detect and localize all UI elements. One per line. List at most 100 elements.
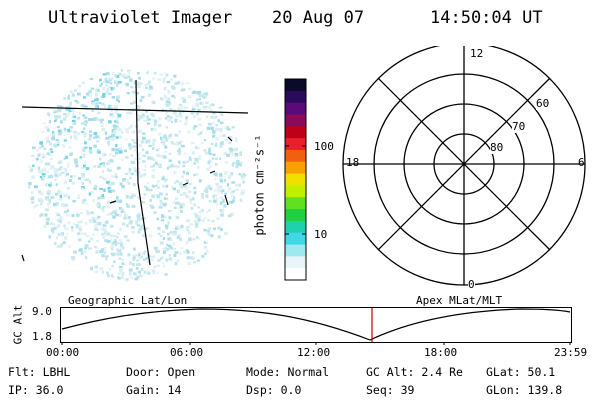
emission-speckle xyxy=(48,113,51,117)
emission-speckle xyxy=(57,105,61,109)
emission-speckle xyxy=(188,237,192,241)
emission-speckle xyxy=(189,200,192,204)
emission-speckle xyxy=(156,217,159,221)
emission-speckle xyxy=(38,197,42,201)
emission-speckle xyxy=(106,180,110,184)
emission-speckle xyxy=(164,94,167,98)
emission-speckle xyxy=(186,241,189,245)
emission-speckle xyxy=(140,267,144,271)
emission-speckle xyxy=(152,77,156,80)
emission-speckle xyxy=(179,193,183,196)
emission-speckle xyxy=(207,161,210,165)
emission-speckle xyxy=(143,217,146,220)
emission-speckle xyxy=(211,220,215,223)
emission-speckle xyxy=(78,84,82,88)
emission-speckle xyxy=(72,258,76,261)
emission-speckle xyxy=(177,233,181,237)
emission-speckle xyxy=(216,203,219,207)
emission-speckle xyxy=(79,248,83,252)
emission-speckle xyxy=(164,224,169,228)
emission-speckle xyxy=(230,212,234,217)
emission-speckle xyxy=(103,177,107,181)
emission-speckle xyxy=(78,238,82,242)
emission-speckle xyxy=(171,85,175,89)
emission-speckle xyxy=(207,218,211,222)
emission-speckle xyxy=(83,164,86,168)
emission-speckle xyxy=(80,104,84,108)
emission-speckle xyxy=(138,105,141,109)
emission-speckle xyxy=(138,144,142,147)
emission-speckle xyxy=(54,119,57,123)
emission-speckle xyxy=(125,138,128,141)
emission-speckle xyxy=(109,105,113,108)
emission-speckle xyxy=(135,220,138,224)
emission-speckle xyxy=(178,226,182,230)
emission-speckle xyxy=(200,94,204,98)
emission-speckle xyxy=(52,131,55,135)
emission-speckle xyxy=(115,213,119,217)
emission-speckle xyxy=(69,126,74,129)
emission-speckle xyxy=(138,171,141,174)
emission-speckle xyxy=(96,217,99,220)
x-axis-ticks xyxy=(61,342,571,345)
emission-speckle xyxy=(79,111,82,115)
emission-speckle xyxy=(154,161,158,165)
emission-speckle xyxy=(88,90,92,94)
emission-speckle xyxy=(121,74,125,78)
emission-speckle xyxy=(188,157,192,161)
emission-speckle xyxy=(96,149,101,153)
emission-speckle xyxy=(112,234,117,238)
emission-speckle xyxy=(195,98,199,102)
emission-speckle xyxy=(134,277,138,280)
colorbar-swatch xyxy=(285,185,306,198)
emission-speckle xyxy=(156,163,160,167)
emission-speckle xyxy=(81,182,84,185)
emission-speckle xyxy=(147,139,151,143)
emission-speckle xyxy=(144,84,148,87)
emission-speckle xyxy=(113,127,118,130)
emission-speckle xyxy=(139,82,143,85)
emission-speckle xyxy=(180,106,184,109)
emission-speckle xyxy=(132,194,136,198)
emission-speckle xyxy=(207,122,212,126)
emission-speckle xyxy=(153,72,157,75)
emission-speckle xyxy=(99,195,102,200)
emission-speckle xyxy=(102,87,106,91)
colorbar-swatch xyxy=(285,149,306,163)
emission-speckle xyxy=(72,200,76,203)
emission-speckle xyxy=(59,194,62,199)
emission-speckle xyxy=(122,179,126,182)
emission-speckle xyxy=(92,199,96,202)
emission-speckle xyxy=(176,189,180,194)
emission-speckle xyxy=(101,270,105,275)
emission-speckle xyxy=(145,151,149,154)
emission-speckle xyxy=(57,224,61,228)
emission-speckle xyxy=(114,175,118,179)
emission-speckle xyxy=(106,240,111,243)
emission-speckle xyxy=(220,121,224,125)
emission-speckle xyxy=(81,146,86,150)
emission-speckle xyxy=(55,202,59,206)
emission-speckle xyxy=(94,265,98,269)
emission-speckle xyxy=(204,151,208,155)
emission-speckle xyxy=(181,97,185,100)
emission-speckle xyxy=(142,148,145,151)
emission-speckle xyxy=(141,201,145,204)
emission-speckle xyxy=(43,224,47,229)
emission-speckle xyxy=(197,108,201,111)
emission-speckle xyxy=(68,146,72,149)
emission-speckle xyxy=(84,161,87,165)
emission-speckle xyxy=(129,78,133,82)
emission-speckle xyxy=(41,199,44,203)
emission-speckle xyxy=(82,81,85,84)
emission-speckle xyxy=(96,204,99,207)
emission-speckle xyxy=(195,222,198,226)
emission-speckle xyxy=(128,70,131,75)
emission-speckle xyxy=(104,131,108,135)
emission-speckle xyxy=(163,77,166,81)
emission-speckle xyxy=(116,196,119,200)
emission-speckle xyxy=(220,113,224,117)
x-tick-1200: 12:00 xyxy=(297,346,331,359)
emission-speckle xyxy=(210,126,214,130)
emission-speckle xyxy=(208,209,211,212)
